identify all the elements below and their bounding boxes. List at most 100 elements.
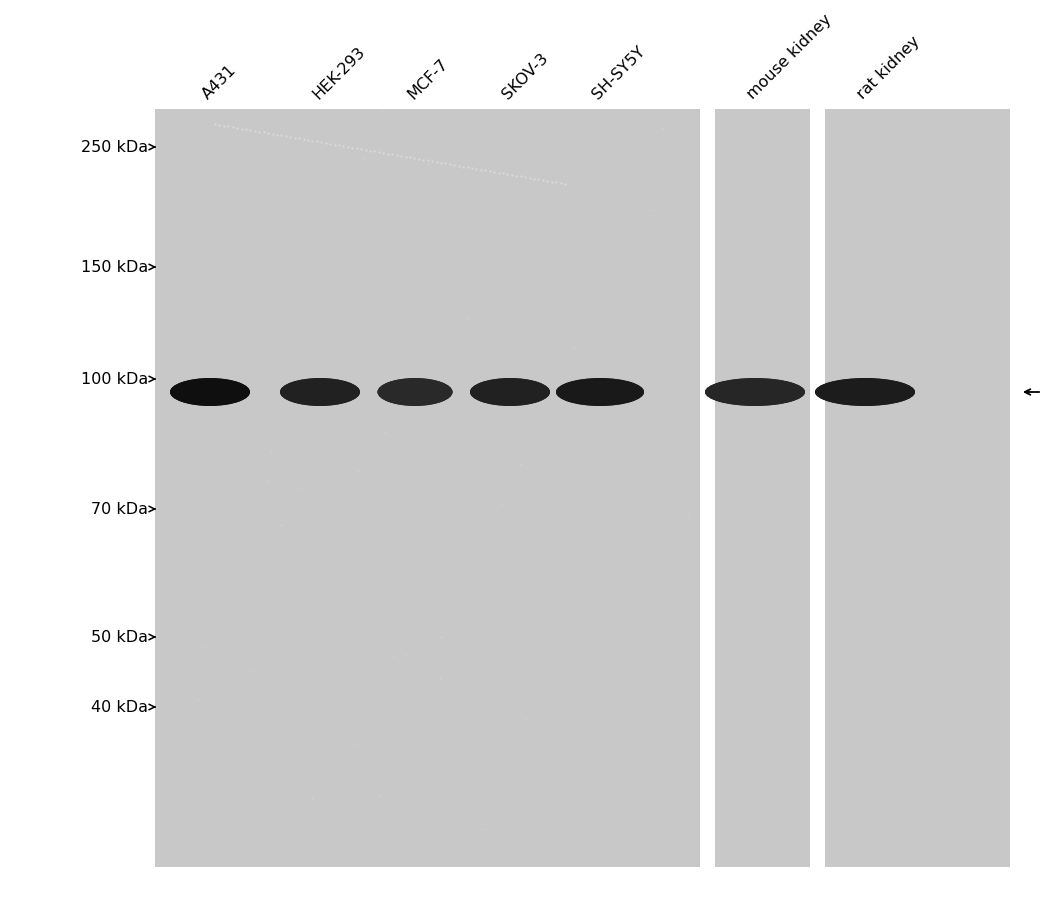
Ellipse shape bbox=[378, 379, 453, 407]
Ellipse shape bbox=[706, 381, 804, 404]
Ellipse shape bbox=[379, 383, 452, 402]
Ellipse shape bbox=[709, 386, 802, 399]
Ellipse shape bbox=[559, 384, 642, 400]
Ellipse shape bbox=[558, 384, 642, 401]
Ellipse shape bbox=[556, 379, 644, 406]
Bar bbox=[810, 110, 825, 867]
Ellipse shape bbox=[172, 383, 248, 401]
Ellipse shape bbox=[471, 383, 548, 402]
Ellipse shape bbox=[705, 379, 805, 407]
Text: SH-SY5Y: SH-SY5Y bbox=[589, 43, 648, 102]
Ellipse shape bbox=[470, 379, 550, 406]
Ellipse shape bbox=[707, 382, 804, 404]
Ellipse shape bbox=[707, 382, 803, 402]
Ellipse shape bbox=[818, 385, 912, 400]
Ellipse shape bbox=[380, 388, 449, 398]
Ellipse shape bbox=[556, 381, 643, 404]
Ellipse shape bbox=[172, 385, 248, 400]
Text: SKOV-3: SKOV-3 bbox=[500, 51, 551, 102]
Bar bbox=[825, 110, 1010, 867]
Ellipse shape bbox=[282, 385, 358, 400]
Ellipse shape bbox=[470, 381, 549, 404]
Ellipse shape bbox=[379, 384, 450, 401]
Ellipse shape bbox=[709, 388, 801, 398]
Ellipse shape bbox=[379, 382, 452, 402]
Ellipse shape bbox=[280, 381, 359, 404]
Ellipse shape bbox=[378, 380, 453, 406]
Ellipse shape bbox=[380, 385, 450, 400]
Ellipse shape bbox=[172, 385, 248, 400]
Ellipse shape bbox=[819, 387, 911, 399]
Ellipse shape bbox=[472, 385, 548, 400]
Ellipse shape bbox=[173, 388, 247, 398]
Text: 40 kDa: 40 kDa bbox=[91, 700, 148, 714]
Ellipse shape bbox=[817, 382, 914, 403]
Ellipse shape bbox=[470, 381, 549, 404]
Ellipse shape bbox=[558, 383, 643, 402]
Ellipse shape bbox=[818, 386, 911, 399]
Ellipse shape bbox=[171, 381, 249, 405]
Ellipse shape bbox=[280, 379, 360, 407]
Ellipse shape bbox=[815, 379, 915, 406]
Ellipse shape bbox=[172, 384, 248, 400]
Ellipse shape bbox=[708, 386, 802, 400]
Ellipse shape bbox=[280, 380, 360, 406]
Ellipse shape bbox=[709, 387, 801, 399]
Ellipse shape bbox=[556, 379, 644, 407]
Text: 70 kDa: 70 kDa bbox=[91, 502, 148, 517]
Ellipse shape bbox=[380, 387, 449, 398]
Ellipse shape bbox=[472, 386, 547, 400]
Ellipse shape bbox=[816, 381, 915, 404]
Ellipse shape bbox=[815, 379, 915, 407]
Ellipse shape bbox=[558, 382, 643, 403]
Ellipse shape bbox=[817, 383, 912, 401]
Ellipse shape bbox=[708, 384, 802, 400]
Ellipse shape bbox=[281, 382, 359, 402]
Ellipse shape bbox=[472, 385, 548, 400]
Ellipse shape bbox=[172, 386, 248, 399]
Ellipse shape bbox=[281, 384, 358, 401]
Ellipse shape bbox=[560, 387, 640, 398]
Ellipse shape bbox=[172, 385, 248, 400]
Ellipse shape bbox=[471, 383, 548, 401]
Ellipse shape bbox=[707, 383, 803, 401]
Text: mouse kidney: mouse kidney bbox=[744, 12, 835, 102]
Ellipse shape bbox=[171, 382, 249, 403]
Ellipse shape bbox=[172, 383, 248, 401]
Ellipse shape bbox=[556, 380, 644, 406]
Ellipse shape bbox=[472, 384, 548, 400]
Ellipse shape bbox=[379, 385, 450, 400]
Ellipse shape bbox=[708, 384, 802, 400]
Ellipse shape bbox=[560, 387, 640, 399]
Ellipse shape bbox=[817, 382, 914, 403]
Ellipse shape bbox=[171, 381, 249, 404]
Ellipse shape bbox=[471, 382, 548, 402]
Ellipse shape bbox=[470, 380, 549, 405]
Ellipse shape bbox=[280, 380, 359, 405]
Ellipse shape bbox=[281, 383, 358, 401]
Ellipse shape bbox=[173, 387, 247, 398]
Ellipse shape bbox=[817, 382, 914, 402]
Ellipse shape bbox=[282, 387, 357, 399]
Text: 100 kDa: 100 kDa bbox=[81, 373, 148, 387]
Bar bbox=[715, 110, 810, 867]
Ellipse shape bbox=[816, 380, 915, 405]
Ellipse shape bbox=[170, 379, 250, 407]
Ellipse shape bbox=[282, 384, 358, 400]
Ellipse shape bbox=[556, 380, 644, 406]
Ellipse shape bbox=[471, 382, 549, 404]
Ellipse shape bbox=[558, 383, 643, 401]
Ellipse shape bbox=[471, 383, 548, 401]
Ellipse shape bbox=[281, 382, 358, 402]
Ellipse shape bbox=[471, 382, 549, 403]
Ellipse shape bbox=[380, 385, 450, 400]
Ellipse shape bbox=[556, 381, 644, 404]
Ellipse shape bbox=[472, 385, 548, 400]
Ellipse shape bbox=[818, 386, 911, 400]
Ellipse shape bbox=[816, 382, 914, 403]
Ellipse shape bbox=[171, 382, 249, 402]
Ellipse shape bbox=[379, 384, 450, 400]
Ellipse shape bbox=[282, 385, 358, 400]
Ellipse shape bbox=[378, 379, 453, 406]
Ellipse shape bbox=[558, 382, 643, 402]
